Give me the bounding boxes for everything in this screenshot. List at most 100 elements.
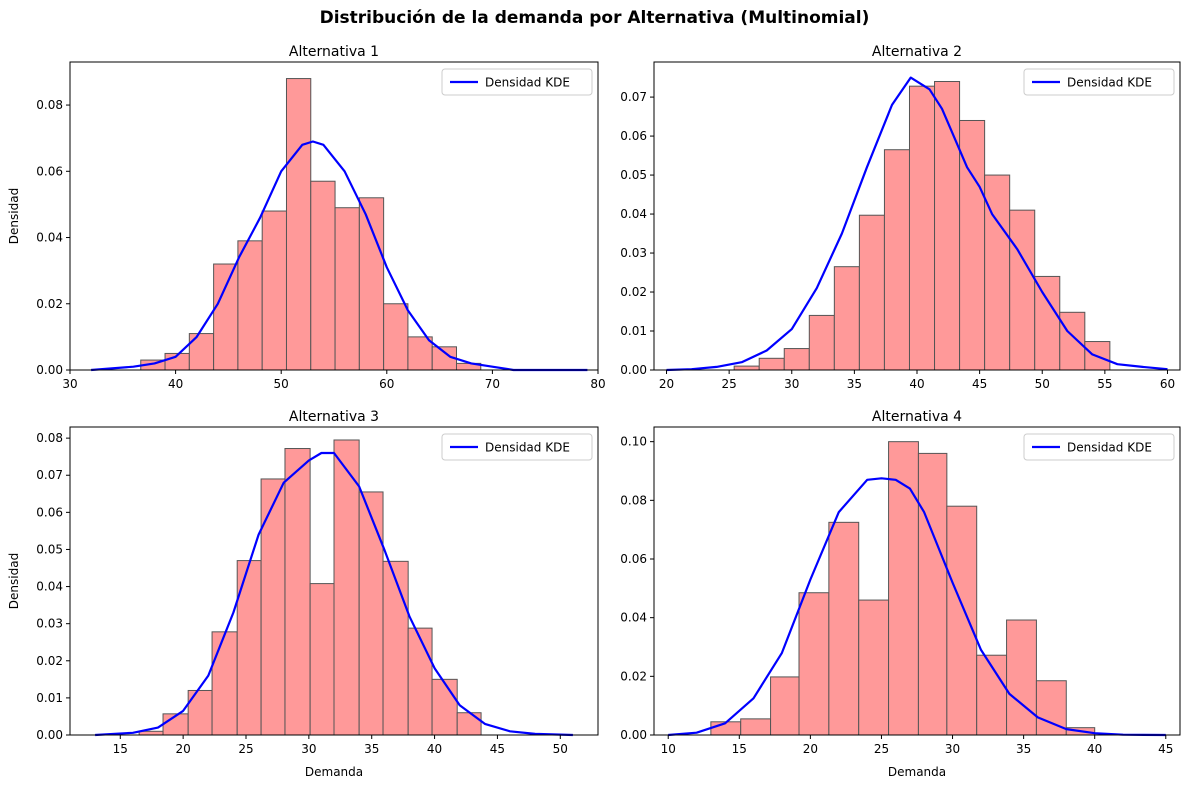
kde-line	[91, 140, 588, 372]
histogram-bar	[284, 448, 311, 736]
subplot-title: Alternativa 4	[872, 409, 962, 425]
histogram-bar	[1059, 311, 1086, 371]
x-tick-label: 45	[490, 742, 505, 756]
legend-box	[441, 433, 593, 461]
histogram-bar	[310, 180, 336, 371]
y-tick-label: 0.08	[36, 98, 63, 112]
histogram-bar	[333, 439, 360, 736]
histogram-bar	[758, 357, 785, 371]
y-axis-label: Densidad	[7, 553, 21, 609]
histogram-bar	[261, 210, 287, 371]
legend: Densidad KDE	[441, 433, 593, 461]
x-tick-label: 20	[176, 742, 191, 756]
figure-suptitle: Distribución de la demanda por Alternati…	[319, 8, 870, 28]
y-tick-label: 0.05	[36, 542, 63, 556]
y-tick-label: 0.03	[36, 617, 63, 631]
x-tick-label: 35	[847, 377, 862, 391]
x-tick-label: 30	[945, 742, 960, 756]
legend: Densidad KDE	[1023, 68, 1175, 96]
histogram-bar	[382, 560, 409, 736]
histogram-bar	[1006, 619, 1037, 736]
histogram-bar	[917, 452, 948, 736]
y-tick-label: 0.08	[36, 431, 63, 445]
x-tick-label: 40	[909, 377, 924, 391]
x-tick-label: 20	[803, 742, 818, 756]
histogram-bar	[828, 521, 860, 736]
y-tick-label: 0.04	[620, 611, 647, 625]
y-tick-label: 0.04	[36, 231, 63, 245]
axes-frame	[653, 426, 1181, 736]
y-tick-label: 0.04	[36, 580, 63, 594]
histogram-bar	[733, 365, 760, 371]
y-tick-label: 0.06	[620, 129, 647, 143]
histogram-bar	[213, 263, 239, 371]
x-tick-label: 50	[1035, 377, 1050, 391]
y-tick-label: 0.01	[620, 324, 647, 338]
legend-label: Densidad KDE	[485, 76, 570, 90]
legend-box	[1023, 433, 1175, 461]
x-tick-label: 45	[972, 377, 987, 391]
x-tick-label: 35	[1016, 742, 1031, 756]
histogram-bar	[883, 149, 910, 371]
histogram-bar	[946, 505, 978, 736]
histogram-bar	[358, 197, 385, 371]
subplot-3: 15 20 25 30 35 40 45 50 0.00 0.01 0.02 0.03 0.04 0.05…	[7, 409, 599, 779]
histogram-bar	[908, 85, 936, 371]
histogram-bar	[1034, 275, 1061, 371]
histogram-bar	[260, 478, 286, 736]
histogram-bar	[1009, 209, 1036, 371]
x-tick-label: 40	[168, 377, 183, 391]
axes-frame	[69, 426, 599, 736]
y-tick-label: 0.06	[36, 164, 63, 178]
y-tick-label: 0.02	[620, 285, 647, 299]
y-tick-label: 0.06	[36, 505, 63, 519]
x-tick-label: 55	[1097, 377, 1112, 391]
y-tick-label: 0.04	[620, 207, 647, 221]
histogram-bar	[334, 207, 360, 371]
x-tick-label: 15	[113, 742, 128, 756]
y-tick-label: 0.05	[620, 168, 647, 182]
subplot-title: Alternativa 3	[289, 409, 379, 425]
y-tick-label: 0.00	[36, 363, 63, 377]
x-tick-label: 70	[485, 377, 500, 391]
x-tick-label: 30	[62, 377, 77, 391]
x-axis-label: Demanda	[888, 765, 946, 779]
x-tick-label: 40	[1087, 742, 1102, 756]
axes-frame	[69, 61, 599, 371]
subplot-title: Alternativa 2	[872, 44, 962, 60]
legend-label: Densidad KDE	[1067, 76, 1152, 90]
y-tick-label: 0.00	[620, 363, 647, 377]
x-tick-label: 40	[427, 742, 442, 756]
kde-line	[95, 451, 573, 737]
legend: Densidad KDE	[441, 68, 593, 96]
histogram-bar	[211, 631, 238, 736]
subplot-title: Alternativa 1	[289, 44, 379, 60]
x-tick-label: 80	[590, 377, 605, 391]
histogram-bar	[783, 348, 810, 371]
x-tick-label: 60	[1160, 377, 1175, 391]
histogram-bar	[309, 583, 335, 736]
x-tick-label: 25	[722, 377, 737, 391]
y-tick-label: 0.02	[36, 654, 63, 668]
x-tick-label: 25	[874, 742, 889, 756]
histogram-bar	[770, 676, 800, 736]
y-tick-label: 0.07	[36, 468, 63, 482]
x-tick-label: 50	[274, 377, 289, 391]
y-tick-label: 0.10	[620, 435, 647, 449]
histogram-bar	[858, 599, 890, 736]
histogram-bar	[407, 627, 433, 736]
subplot-1: 30 40 50 60 70 80 0.00 0.02 0.04 0.06 0.08 Alternat…	[7, 44, 606, 391]
histogram-bar	[358, 491, 384, 736]
x-axis-label: Demanda	[305, 765, 363, 779]
y-tick-label: 0.02	[620, 669, 647, 683]
histogram-bar	[383, 303, 409, 371]
y-tick-label: 0.07	[620, 90, 647, 104]
kde-line	[666, 76, 1168, 372]
y-tick-label: 0.06	[620, 552, 647, 566]
subplot-2: 20 25 30 35 40 45 50 55 60 0.00 0.01 0.02 0.03 0.04 0.…	[620, 44, 1181, 391]
histogram-bar	[833, 266, 860, 371]
y-tick-label: 0.02	[36, 297, 63, 311]
y-tick-label: 0.03	[620, 246, 647, 260]
histogram-bar	[858, 214, 885, 371]
